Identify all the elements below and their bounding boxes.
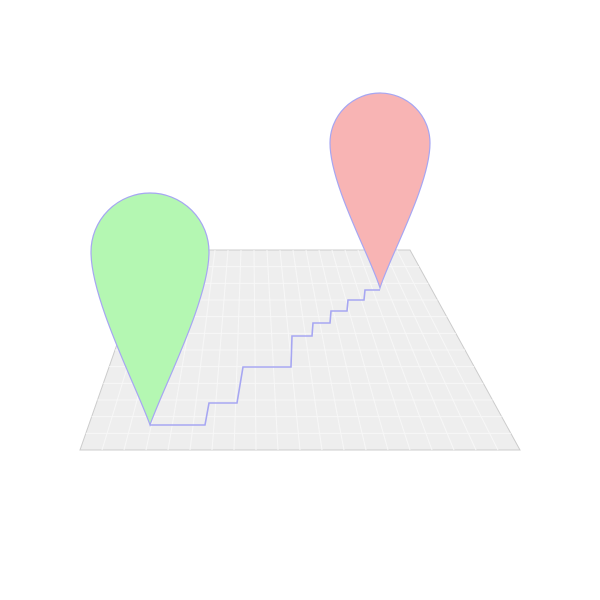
route-path-icon <box>150 289 380 426</box>
start-pin-icon <box>90 192 210 427</box>
end-pin-icon <box>329 92 431 291</box>
